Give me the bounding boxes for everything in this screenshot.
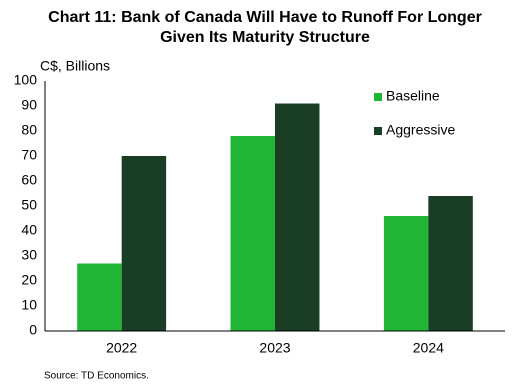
bar <box>383 216 429 331</box>
y-axis-label: C$, Billions <box>40 58 110 74</box>
source: Source: TD Economics. <box>44 371 149 382</box>
bar <box>275 103 320 331</box>
x-tick-label: 2023 <box>259 340 290 356</box>
y-tick-label: 100 <box>14 72 38 88</box>
chart-title: Chart 11: Bank of Canada Will Have to Ru… <box>48 9 482 26</box>
x-tick-label: 2022 <box>106 340 137 356</box>
y-tick-label: 70 <box>21 147 37 163</box>
x-tick-label: 2024 <box>413 340 444 356</box>
y-tick-label: 50 <box>21 197 37 213</box>
y-tick-label: 0 <box>29 322 37 338</box>
y-tick-label: 90 <box>21 97 37 113</box>
y-tick-label: 80 <box>21 122 37 138</box>
y-tick-label: 40 <box>21 222 37 238</box>
y-tick-label: 60 <box>21 172 37 188</box>
bar <box>428 196 473 331</box>
bar <box>121 156 167 331</box>
y-tick-label: 30 <box>21 247 37 263</box>
y-tick-label: 20 <box>21 272 37 288</box>
legend-swatch <box>374 93 382 101</box>
bar <box>77 263 122 331</box>
bar <box>230 136 275 331</box>
legend-swatch <box>374 127 382 135</box>
legend-label: Aggressive <box>386 122 455 138</box>
legend-label: Baseline <box>386 88 440 104</box>
chart-title: Given Its Maturity Structure <box>160 29 370 46</box>
y-tick-label: 10 <box>21 297 37 313</box>
